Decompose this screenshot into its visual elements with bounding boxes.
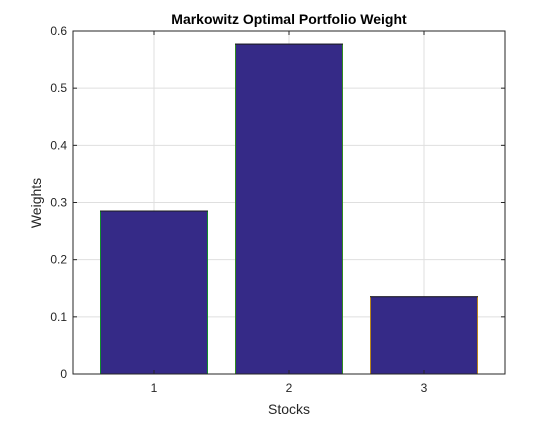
bar-stock-1 (100, 210, 208, 374)
bar-stock-2 (235, 43, 343, 375)
x-axis-label: Stocks (268, 401, 310, 417)
y-tick-label: 0.3 (50, 196, 67, 210)
chart-title: Markowitz Optimal Portfolio Weight (171, 11, 407, 27)
axes-box (72, 30, 506, 375)
y-tick-label: 0.2 (50, 253, 67, 267)
x-tick-label: 3 (421, 381, 428, 395)
y-tick-label: 0.5 (50, 81, 67, 95)
x-tick-labels: 1 2 3 (151, 381, 428, 395)
y-tick-label: 0.6 (50, 24, 67, 38)
x-tick-label: 1 (151, 381, 158, 395)
y-tick-label: 0.4 (50, 138, 67, 152)
y-tick-label: 0 (60, 367, 67, 381)
y-tick-labels: 0 0.1 0.2 0.3 0.4 0.5 0.6 (50, 24, 67, 381)
bar-stock-3 (370, 296, 478, 374)
y-tick-label: 0.1 (50, 310, 67, 324)
bars (100, 43, 478, 375)
axes (72, 30, 506, 375)
y-axis-label: Weights (28, 178, 44, 228)
x-tick-label: 2 (286, 381, 293, 395)
